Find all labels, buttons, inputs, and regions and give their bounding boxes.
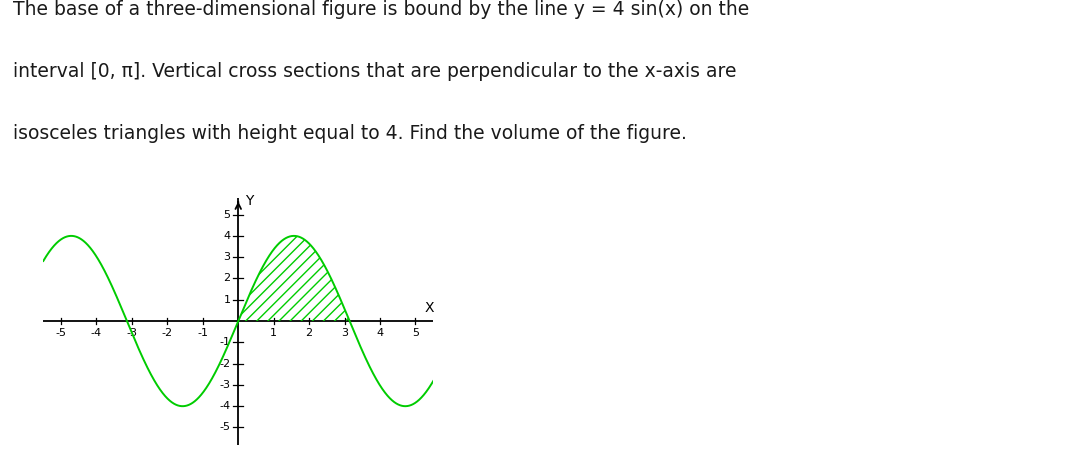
Text: The base of a three-dimensional figure is bound by the line y = 4 sin(x) on the: The base of a three-dimensional figure i… — [13, 0, 749, 19]
Text: 4: 4 — [223, 231, 231, 241]
Text: -3: -3 — [127, 329, 138, 339]
Text: -1: -1 — [197, 329, 208, 339]
Text: 2: 2 — [223, 273, 231, 283]
Text: 1: 1 — [270, 329, 277, 339]
Text: -5: -5 — [220, 423, 231, 432]
Text: isosceles triangles with height equal to 4. Find the volume of the figure.: isosceles triangles with height equal to… — [13, 124, 687, 143]
Text: 5: 5 — [223, 210, 231, 220]
Text: -1: -1 — [220, 337, 231, 348]
Text: 1: 1 — [223, 295, 231, 305]
Text: -3: -3 — [220, 380, 231, 390]
Text: 2: 2 — [305, 329, 313, 339]
Text: 3: 3 — [223, 252, 231, 262]
Text: interval [0, π]. Vertical cross sections that are perpendicular to the x-axis ar: interval [0, π]. Vertical cross sections… — [13, 62, 736, 81]
Text: 5: 5 — [412, 329, 419, 339]
Text: -2: -2 — [161, 329, 173, 339]
Text: -4: -4 — [220, 401, 231, 411]
Text: -5: -5 — [55, 329, 66, 339]
Text: X: X — [425, 301, 434, 315]
Text: 4: 4 — [377, 329, 383, 339]
Text: Y: Y — [245, 194, 253, 208]
Text: 3: 3 — [341, 329, 348, 339]
Text: -2: -2 — [220, 359, 231, 369]
Text: -4: -4 — [91, 329, 102, 339]
